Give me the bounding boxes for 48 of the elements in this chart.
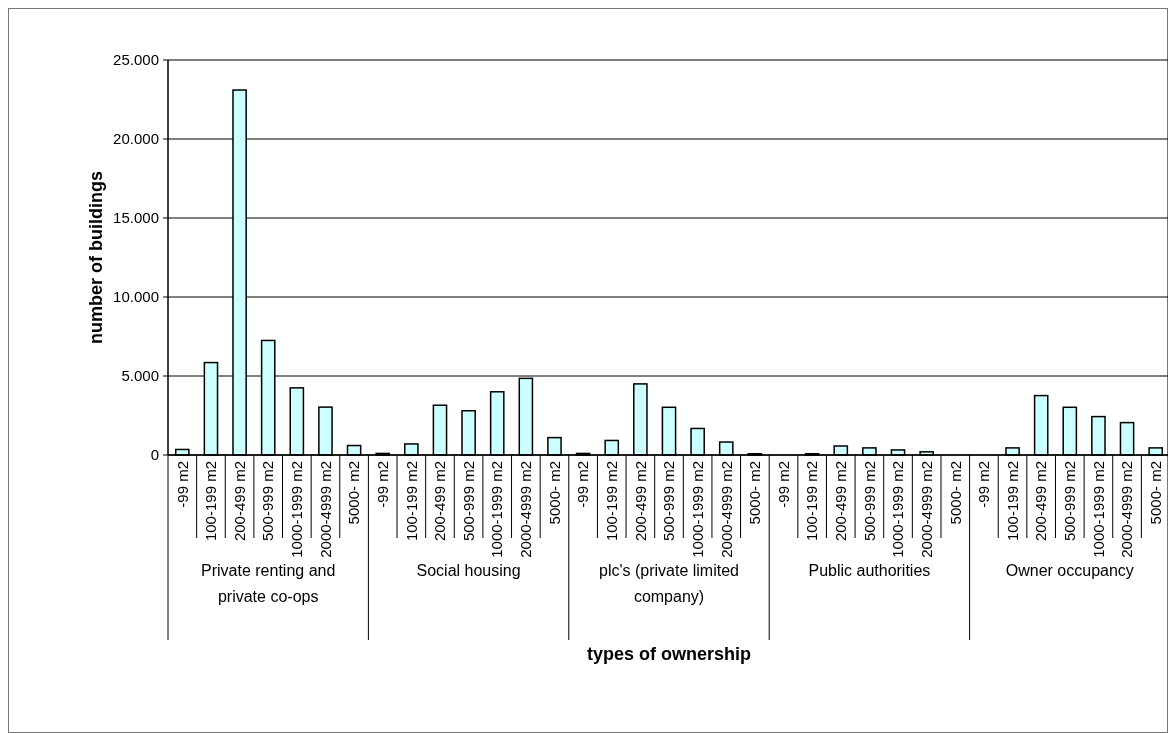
x-tick-label: 1000-1999 m2	[688, 461, 706, 558]
x-tick-label: 500-999 m2	[459, 461, 477, 542]
x-tick-label: 200-499 m2	[631, 461, 649, 542]
y-axis-title: number of buildings	[86, 171, 106, 344]
x-tick-label: 100-199 m2	[803, 461, 821, 542]
x-tick-label: 200-499 m2	[1032, 461, 1050, 542]
x-tick-label: 500-999 m2	[1061, 461, 1079, 542]
x-tick-label: -99 m2	[373, 461, 391, 508]
x-tick-label: 200-499 m2	[431, 461, 449, 542]
x-tick-label: 2000-4999 m2	[316, 461, 334, 558]
x-tick-label: 500-999 m2	[259, 461, 277, 542]
x-tick-label: 2000-4999 m2	[517, 461, 535, 558]
x-tick-label: 100-199 m2	[202, 461, 220, 542]
y-tick-label: 5.000	[121, 367, 159, 385]
x-tick-label: 5000- m2	[946, 461, 964, 525]
x-tick-label: 5000- m2	[345, 461, 363, 525]
x-tick-label: 500-999 m2	[860, 461, 878, 542]
x-tick-label: 100-199 m2	[1003, 461, 1021, 542]
x-tick-label: -99 m2	[173, 461, 191, 508]
y-tick-label: 10.000	[113, 288, 159, 306]
x-tick-label: 5000- m2	[746, 461, 764, 525]
x-tick-label: 500-999 m2	[660, 461, 678, 542]
y-tick-label: 0	[150, 446, 159, 464]
x-axis-title: types of ownership	[586, 644, 752, 664]
x-tick-label: 2000-4999 m2	[1118, 461, 1136, 558]
text: Private renting and private co-ops	[201, 562, 336, 605]
text: Public authorities	[808, 562, 931, 579]
x-tick-label: 1000-1999 m2	[889, 461, 907, 558]
text: Owner occupancy	[1005, 562, 1134, 579]
x-tick-label: 2000-4999 m2	[717, 461, 735, 558]
y-tick-label: 25.000	[113, 51, 159, 69]
y-tick-label: 15.000	[113, 209, 159, 227]
x-tick-label: 2000-4999 m2	[917, 461, 935, 558]
x-tick-label: 100-199 m2	[602, 461, 620, 542]
x-tick-label: -99 m2	[774, 461, 792, 508]
x-tick-label: 200-499 m2	[832, 461, 850, 542]
text: plc's (private limited company)	[599, 562, 739, 605]
x-tick-label: 200-499 m2	[230, 461, 248, 542]
text: Social housing	[416, 562, 521, 579]
x-tick-label: -99 m2	[975, 461, 993, 508]
x-tick-label: 1000-1999 m2	[288, 461, 306, 558]
x-tick-label: -99 m2	[574, 461, 592, 508]
x-tick-label: 100-199 m2	[402, 461, 420, 542]
x-tick-label: 5000- m2	[545, 461, 563, 525]
y-tick-label: 20.000	[113, 130, 159, 148]
x-tick-label: 1000-1999 m2	[488, 461, 506, 558]
x-tick-label: 1000-1999 m2	[1089, 461, 1107, 558]
x-tick-label: 5000- m2	[1146, 461, 1164, 525]
